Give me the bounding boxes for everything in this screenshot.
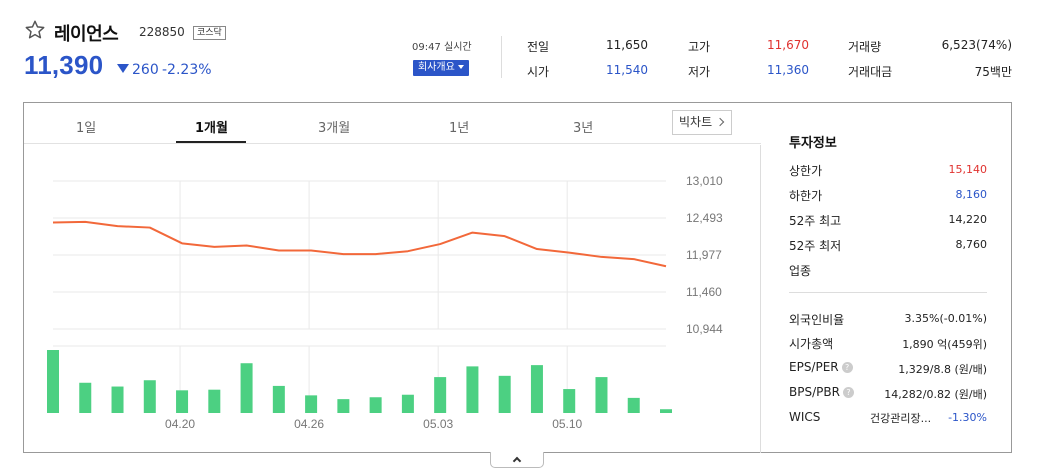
chart-panel: 1일 1개월 3개월 1년 3년 빅차트 13,010 12,493 11,977 1… [23,102,1012,453]
volume-bar [627,397,640,413]
invest-info-panel: 투자정보 상한가 15,140 하한가 8,160 52주 최고 14,220 … [762,103,1012,452]
market-badge: 코스닥 [193,26,226,40]
volume-bar [434,377,447,413]
info-value-foreign-ratio: 3.35%(-0.01%) [904,312,987,325]
header-divider [501,36,502,78]
quote-label-trading-value: 거래대금 [848,65,893,79]
company-overview-button[interactable]: 회사개요 [413,60,469,76]
info-label-foreign-ratio: 외국인비율 [789,313,845,327]
volume-bar [466,366,479,413]
info-label-lower-limit: 하한가 [789,189,823,203]
quote-label-high: 고가 [688,40,711,54]
caret-down-icon [457,65,464,69]
quote-label-prev-close: 전일 [527,40,550,54]
volume-bar [595,377,608,413]
volume-bar [47,350,59,413]
chevron-up-icon [512,456,522,466]
tab-3-years[interactable]: 3년 [573,121,594,136]
volume-bar [563,389,576,413]
volume-bar [240,363,253,413]
y-tick-label: 10,944 [686,322,723,336]
company-overview-label: 회사개요 [418,62,455,73]
big-chart-label: 빅차트 [679,115,713,129]
volume-bar [79,382,92,413]
info-label-bps-pbr: BPS/PBR? [789,385,854,399]
volume-bar [143,380,156,413]
info-label-upper-limit: 상한가 [789,164,823,178]
tab-3-months[interactable]: 3개월 [318,121,351,136]
price-chart[interactable]: 13,010 12,493 11,977 11,460 10,944 04.20 04.26… [24,145,761,453]
tab-1-month[interactable]: 1개월 [195,121,228,136]
info-label-industry: 업종 [789,264,812,278]
volume-bar [401,394,414,413]
stock-code: 228850 [139,25,185,39]
price-change: 260 [117,62,159,78]
active-tab-underline [176,141,246,143]
quote-label-low: 저가 [688,65,711,79]
info-divider [789,292,987,293]
quote-value-low: 11,360 [767,63,809,77]
volume-bar [660,409,672,413]
help-icon[interactable]: ? [842,387,854,398]
info-label-eps-per-text: EPS/PER [789,360,839,374]
period-tabs: 1일 1개월 3개월 1년 3년 빅차트 [24,103,761,144]
quote-label-volume: 거래량 [848,40,882,54]
tab-1-day[interactable]: 1일 [76,121,97,136]
volume-bar [369,397,382,413]
invest-info-title: 투자정보 [789,136,837,151]
info-value-lower-limit: 8,160 [955,188,988,201]
x-tick-label: 04.20 [165,417,195,431]
x-tick-label: 05.03 [423,417,453,431]
volume-bar [208,389,221,413]
big-chart-button[interactable]: 빅차트 [672,110,732,135]
info-label-bps-pbr-text: BPS/PBR [789,385,840,399]
y-tick-label: 11,977 [686,248,722,262]
info-value-upper-limit: 15,140 [948,163,988,176]
info-value-52w-high: 14,220 [948,213,988,226]
stock-name: 레이언스 [54,24,119,45]
info-label-market-cap: 시가총액 [789,337,834,351]
current-price: 11,390 [24,50,104,80]
quote-value-volume: 6,523(74%) [941,38,1012,52]
price-change-value: 260 [132,62,159,78]
down-triangle-icon [117,64,129,73]
quote-label-open: 시가 [527,65,550,79]
wics-industry-link[interactable]: 건강관리장... [870,412,932,425]
volume-bar [337,399,350,413]
info-label-52w-low: 52주 최저 [789,239,842,253]
quote-value-trading-value: 75백만 [974,65,1012,79]
tab-1-year[interactable]: 1년 [449,121,470,136]
wics-change-rate: -1.30% [948,411,987,424]
help-icon[interactable]: ? [841,362,853,373]
quote-value-high: 11,670 [767,38,809,52]
price-line [52,220,667,268]
volume-bar [272,385,285,413]
collapse-toggle-button[interactable] [490,452,544,468]
x-tick-label: 05.10 [552,417,582,431]
price-volume-chart: 13,010 12,493 11,977 11,460 10,944 04.20 04.26… [47,174,723,431]
volume-bar [111,386,124,413]
x-tick-label: 04.26 [294,417,324,431]
volume-bar [530,365,543,413]
info-value-52w-low: 8,760 [955,238,988,251]
quote-value-open: 11,540 [606,63,648,77]
info-value-market-cap: 1,890 억(459위) [902,338,987,351]
info-value-eps-per: 1,329/8.8 (원/배) [898,363,987,376]
favorite-star-icon[interactable] [24,19,46,41]
chevron-right-icon [715,117,725,127]
volume-bar [305,395,318,413]
info-label-52w-high: 52주 최고 [789,214,842,228]
volume-bar [176,390,189,413]
price-change-rate: -2.23% [162,62,212,78]
quote-value-prev-close: 11,650 [606,38,648,52]
y-tick-label: 11,460 [686,285,722,299]
info-label-eps-per: EPS/PER? [789,360,853,374]
info-label-wics: WICS [789,410,821,424]
volume-bar [498,375,511,413]
y-tick-label: 13,010 [686,174,723,188]
realtime-label: 09:47 실시간 [412,42,472,53]
y-tick-label: 12,493 [686,211,723,225]
info-value-bps-pbr: 14,282/0.82 (원/배) [884,388,987,401]
